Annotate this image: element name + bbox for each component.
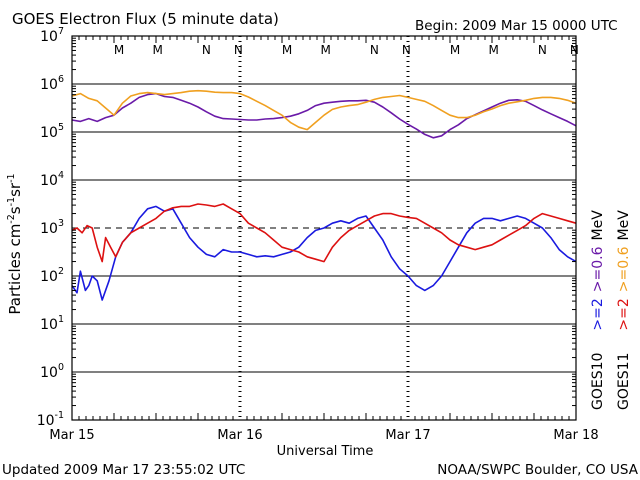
legend-goes10-ge2: >=2 [590, 298, 606, 330]
legend: GOES10 >=2 >=0.6 MeV GOES11 >=2 >=0.6 MeV [590, 210, 632, 410]
begin-label: Begin: 2009 Mar 15 0000 UTC [415, 18, 618, 34]
series-line-goes11-0-6-mev [71, 89, 577, 131]
x-tick-label: Mar 15 [49, 428, 94, 443]
y-tick-label: 102 [40, 266, 64, 285]
x-tick-labels: Mar 15 Mar 16 Mar 17 Mar 18 [49, 428, 598, 443]
local-time-marker: N [538, 43, 547, 57]
y-tick-base: 10 [40, 29, 58, 45]
legend-goes11-label: GOES11 [616, 353, 632, 410]
y-tick-exponent: 4 [58, 170, 64, 181]
local-time-marker: M [114, 43, 124, 57]
y-tick-exponent: 2 [58, 266, 64, 277]
y-tick-exponent: 1 [58, 314, 64, 325]
local-time-marker: M [321, 43, 331, 57]
source-credit: NOAA/SWPC Boulder, CO USA [437, 462, 639, 478]
y-tick-exponent: -1 [55, 410, 64, 421]
local-time-marker: M [153, 43, 163, 57]
y-tick-base: 10 [40, 221, 58, 237]
local-time-marker: N [570, 43, 579, 57]
y-tick-label: 103 [40, 218, 64, 237]
y-tick-base: 10 [40, 317, 58, 333]
y-tick-base: 10 [40, 125, 58, 141]
y-tick-base: 10 [40, 365, 58, 381]
local-time-marker: M [489, 43, 499, 57]
x-tick-label: Mar 18 [553, 428, 598, 443]
x-tick-label: Mar 16 [217, 428, 262, 443]
y-axis-title-main: Particles cm [6, 224, 24, 315]
legend-goes11-ge06: >=0.6 [616, 246, 632, 292]
svg-text:Particles cm-2s-1sr-1: Particles cm-2s-1sr-1 [6, 173, 24, 314]
y-tick-exponent: 3 [58, 218, 64, 229]
y-tick-label: 107 [40, 26, 64, 45]
y-axis-title-exp3: -1 [6, 173, 17, 182]
y-tick-label: 106 [40, 74, 64, 93]
y-tick-label: 105 [40, 122, 64, 141]
svg-text:GOES11>=2>=0.6MeV: GOES11 >=2 >=0.6 MeV [616, 210, 632, 410]
series-line-goes10-2-mev [71, 205, 577, 301]
legend-goes11-mev: MeV [616, 210, 632, 241]
y-tick-label: 104 [40, 170, 64, 189]
y-axis-title-exp2: -1 [6, 197, 17, 206]
local-time-marker: N [370, 43, 379, 57]
grid-lines [72, 36, 576, 420]
local-time-marker: N [234, 43, 243, 57]
y-tick-exponent: 0 [58, 362, 64, 373]
series-line-goes11-2-mev [71, 203, 577, 263]
x-axis-title: Universal Time [277, 444, 374, 459]
y-axis-title-s: s [6, 206, 24, 214]
y-axis-title-sr: sr [6, 182, 24, 197]
y-tick-label: 10-1 [37, 410, 64, 429]
y-tick-exponent: 7 [58, 26, 64, 37]
local-time-marker: M [282, 43, 292, 57]
updated-timestamp: Updated 2009 Mar 17 23:55:02 UTC [2, 462, 245, 478]
y-tick-label: 100 [40, 362, 64, 381]
plot-frame [71, 35, 577, 421]
y-tick-label: 101 [40, 314, 64, 333]
legend-goes10-label: GOES10 [590, 353, 606, 410]
chart-title: GOES Electron Flux (5 minute data) [12, 10, 279, 28]
y-tick-exponent: 6 [58, 74, 64, 85]
y-tick-base: 10 [40, 269, 58, 285]
y-axis-title: Particles cm-2s-1sr-1 [6, 173, 24, 314]
data-series [71, 89, 577, 301]
legend-goes10-mev: MeV [590, 210, 606, 241]
legend-goes10-ge06: >=0.6 [590, 246, 606, 292]
y-tick-base: 10 [40, 77, 58, 93]
local-time-marker: N [202, 43, 211, 57]
y-tick-exponent: 5 [58, 122, 64, 133]
y-tick-base: 10 [37, 413, 55, 429]
local-time-marker: N [402, 43, 411, 57]
local-time-marker: M [450, 43, 460, 57]
svg-text:GOES10>=2>=0.6MeV: GOES10 >=2 >=0.6 MeV [590, 210, 606, 410]
x-tick-label: Mar 17 [385, 428, 430, 443]
y-axis-title-exp1: -2 [6, 214, 17, 223]
legend-goes11-ge2: >=2 [616, 298, 632, 330]
y-tick-base: 10 [40, 173, 58, 189]
